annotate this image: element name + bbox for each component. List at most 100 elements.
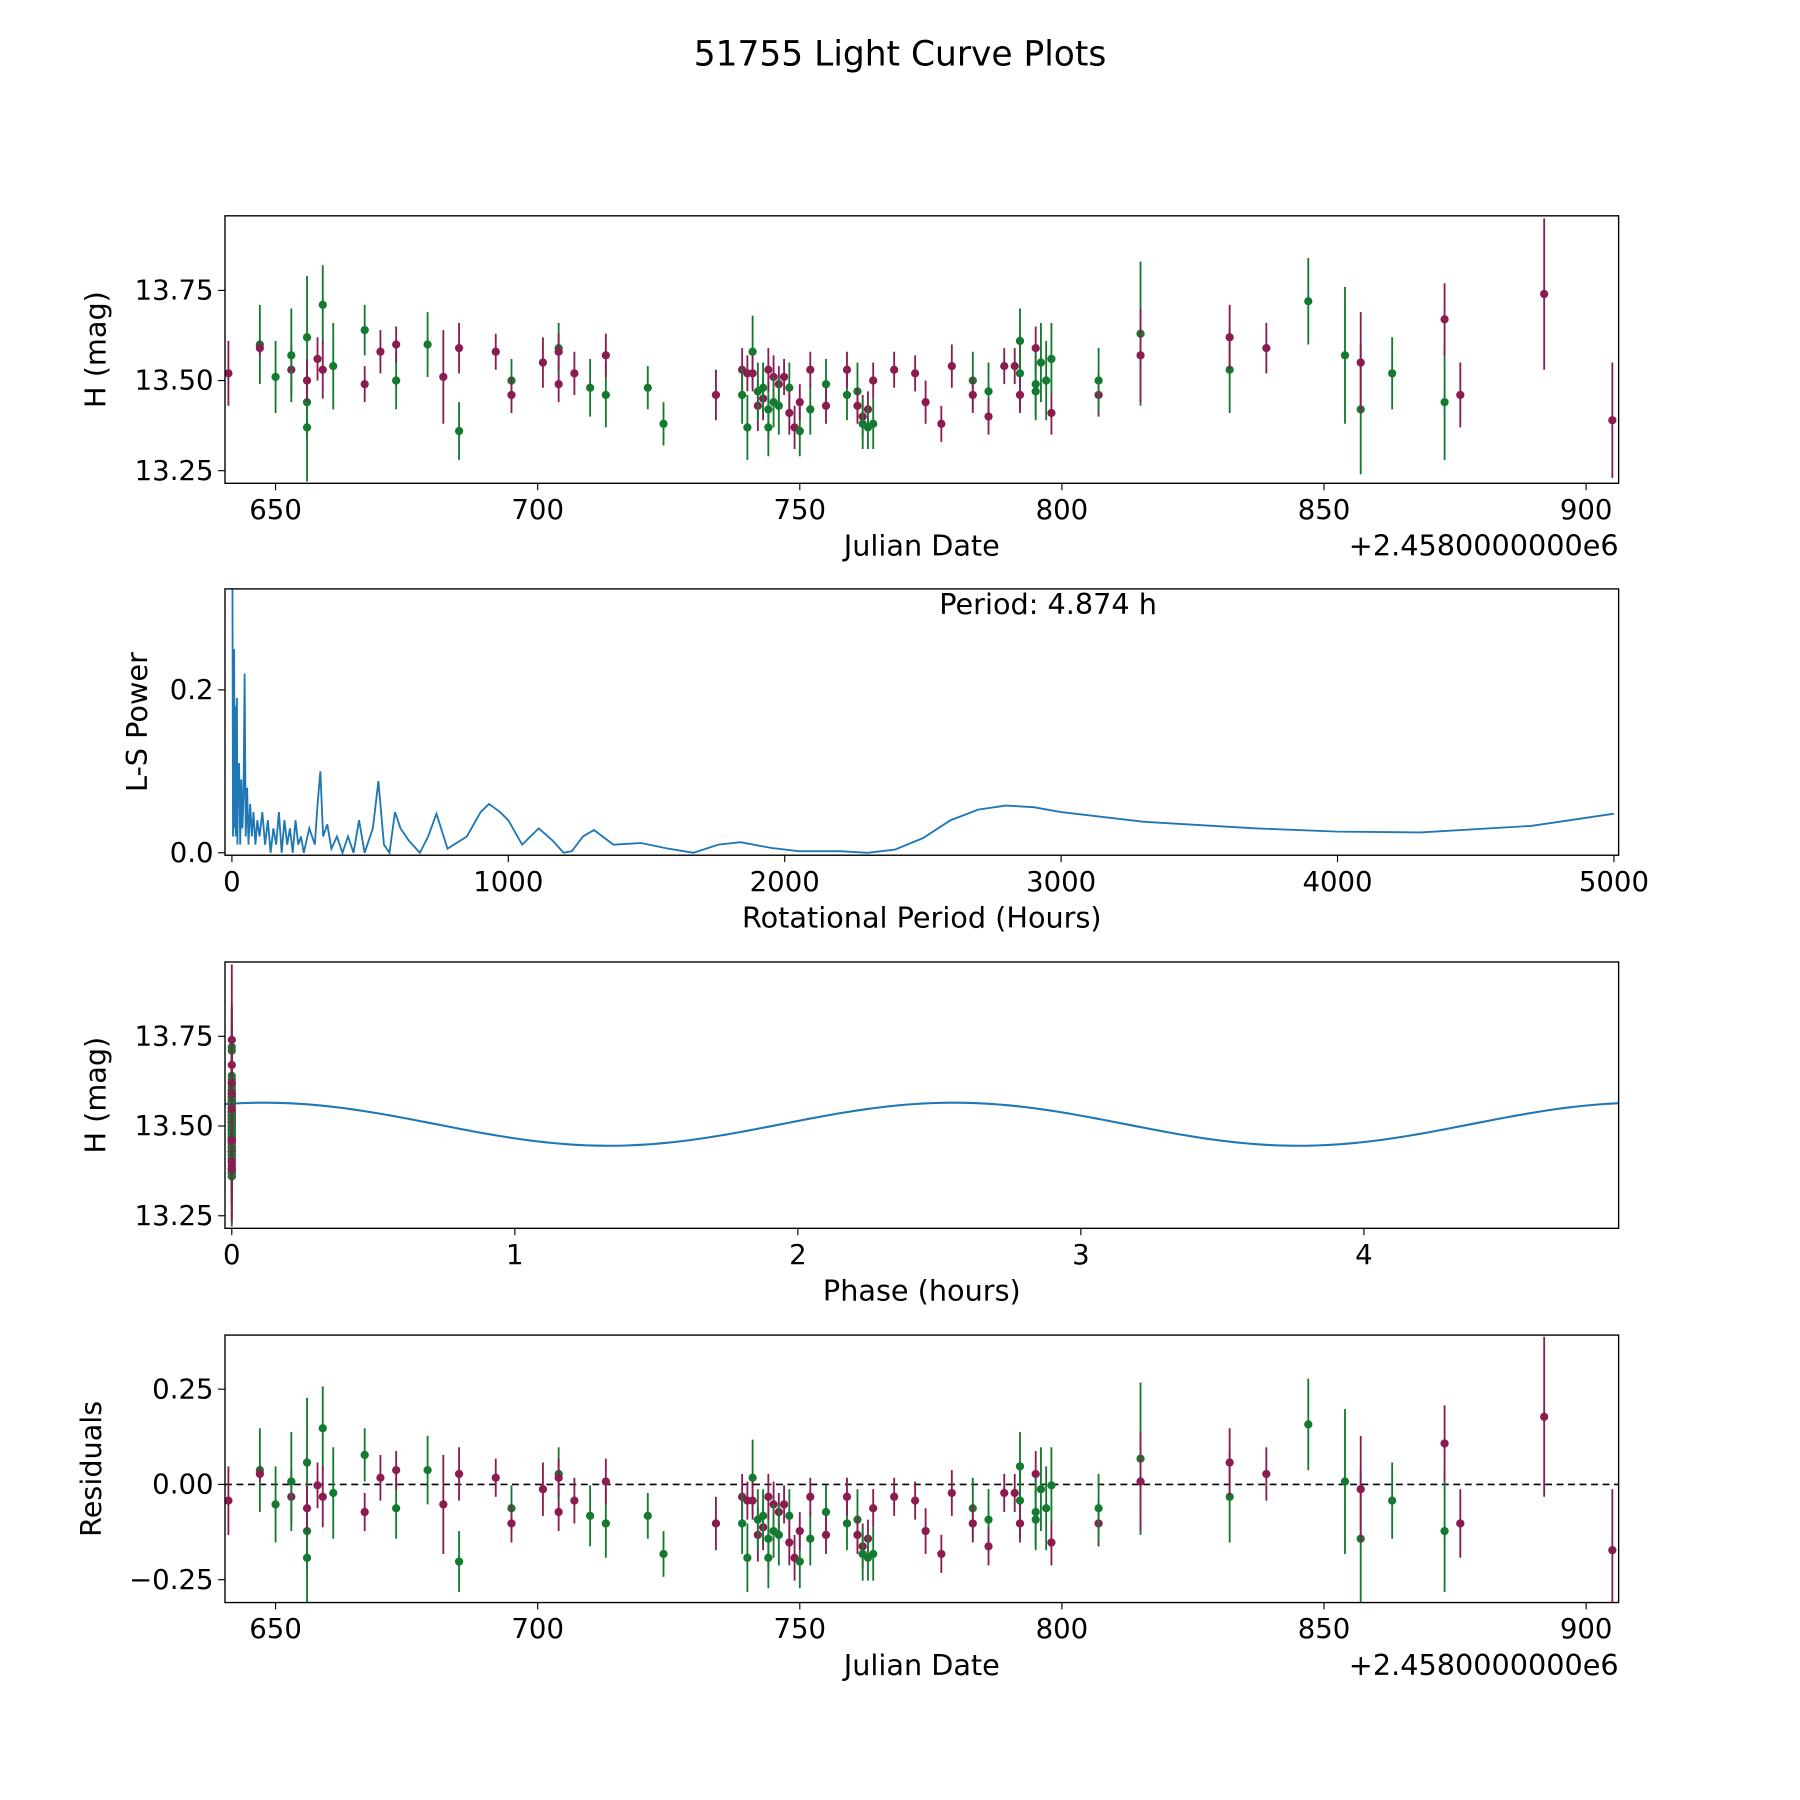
data-point (554, 380, 563, 389)
data-point (1356, 1485, 1365, 1494)
data-point (1042, 376, 1051, 385)
data-point (1010, 362, 1019, 371)
data-point (1456, 1519, 1465, 1528)
x-offset-label: +2.4580000000e6 (1349, 1648, 1619, 1682)
data-point (225, 1496, 233, 1505)
data-point (601, 351, 610, 360)
data-point (1340, 351, 1350, 360)
data-point (910, 369, 920, 378)
data-point (554, 1507, 563, 1517)
x-tick-label: 750 (774, 1613, 827, 1645)
y-tick-label: 13.50 (135, 365, 214, 397)
axes-frame (224, 961, 1620, 1230)
x-tick-label: 0 (223, 1239, 241, 1271)
plot-area (225, 218, 1617, 482)
data-point (360, 325, 369, 335)
data-point (1047, 354, 1056, 364)
data-point (507, 1519, 516, 1528)
data-point (659, 1549, 668, 1559)
data-point (1047, 1481, 1056, 1490)
data-point (601, 1519, 610, 1528)
data-point (1540, 1412, 1549, 1421)
data-point (821, 1530, 831, 1540)
data-point (392, 376, 401, 385)
x-tick-label: 650 (249, 1613, 302, 1645)
x-offset-label: +2.4580000000e6 (1349, 529, 1619, 563)
data-point (921, 398, 930, 407)
data-point (869, 419, 878, 428)
x-tick-label: 2000 (750, 866, 820, 898)
x-tick-label: 850 (1298, 1613, 1351, 1645)
x-tick-label: 800 (1036, 494, 1089, 526)
data-point (774, 401, 783, 410)
x-tick-label: 750 (774, 494, 827, 526)
data-point (1608, 416, 1617, 425)
y-tick-label: 0.2 (170, 674, 214, 706)
data-point (785, 1538, 794, 1547)
y-tick-label: 13.25 (135, 1200, 214, 1232)
data-point (491, 347, 500, 356)
data-point (227, 1035, 236, 1045)
data-point (1356, 358, 1365, 367)
plot-area (231, 588, 1615, 856)
data-point (748, 347, 757, 356)
data-point (302, 1504, 312, 1513)
axes-frame (224, 215, 1620, 484)
data-point (392, 1466, 401, 1475)
data-point (360, 1507, 369, 1517)
y-axis-label: L-S Power (120, 652, 154, 792)
data-point (255, 343, 264, 353)
data-point (1440, 1526, 1449, 1536)
figure-title: 51755 Light Curve Plots (694, 34, 1107, 74)
subplot-lightcurve: 650 700 750 800 850 900 13.25 13.50 13.75 Julian … (79, 215, 1620, 563)
y-tick-label: 13.75 (135, 275, 214, 307)
data-point (937, 1549, 946, 1559)
y-tick-label: 0.00 (152, 1469, 213, 1501)
y-tick-label: 13.50 (135, 1110, 214, 1142)
data-point (968, 1519, 977, 1528)
data-point (302, 376, 312, 385)
data-point (947, 1488, 956, 1498)
y-tick-label: 0.25 (152, 1373, 213, 1405)
data-point (1047, 1538, 1056, 1547)
data-point (748, 1473, 757, 1482)
x-tick-label: 700 (511, 1613, 564, 1645)
data-point (271, 372, 280, 382)
data-point (1000, 362, 1009, 371)
data-point (764, 365, 773, 374)
data-point (454, 1469, 464, 1479)
y-axis-label: Residuals (74, 1401, 108, 1537)
data-point (1031, 380, 1040, 389)
data-point (585, 1511, 595, 1520)
data-point (806, 1534, 815, 1543)
data-point (821, 380, 831, 389)
data-point (785, 408, 794, 418)
data-point (743, 1553, 752, 1562)
data-point (313, 354, 322, 364)
data-point (984, 1542, 993, 1551)
data-point (795, 398, 804, 407)
data-point (507, 390, 516, 400)
x-tick-label: 1000 (473, 866, 543, 898)
data-point (743, 423, 752, 432)
data-point (1388, 1496, 1397, 1505)
data-point (1015, 1462, 1025, 1471)
data-point (853, 401, 862, 410)
data-point (748, 369, 757, 378)
data-point (853, 1530, 862, 1540)
plot-area (225, 1336, 1619, 1603)
data-point (287, 351, 296, 360)
x-tick-label: 650 (249, 494, 302, 526)
data-point (890, 1492, 899, 1501)
data-point (758, 383, 768, 392)
data-point (601, 390, 610, 400)
data-point (302, 423, 312, 432)
data-point (1031, 1469, 1040, 1479)
data-point (302, 1553, 312, 1562)
data-point (538, 1485, 548, 1494)
data-point (227, 1161, 236, 1170)
data-point (890, 365, 899, 374)
data-point (302, 333, 312, 342)
data-point (225, 369, 233, 378)
data-point (454, 1557, 464, 1566)
